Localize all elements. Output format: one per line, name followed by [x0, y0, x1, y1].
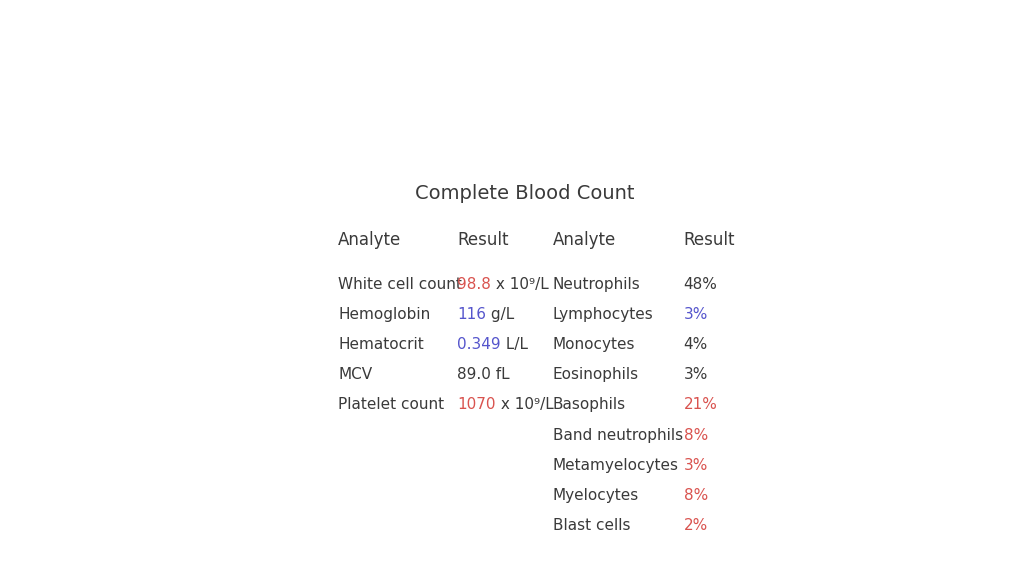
Text: MCV: MCV [338, 367, 373, 382]
Text: L/L: L/L [501, 337, 528, 352]
Text: 2%: 2% [684, 518, 708, 533]
Text: Complete Blood Count: Complete Blood Count [415, 184, 635, 203]
Text: Platelet count: Platelet count [338, 397, 444, 412]
Text: 0.349: 0.349 [458, 337, 501, 352]
Text: g/L: g/L [486, 307, 515, 322]
Text: 8%: 8% [684, 427, 708, 442]
Text: Eosinophils: Eosinophils [553, 367, 639, 382]
Text: x 10⁹/L: x 10⁹/L [496, 397, 554, 412]
Text: 1070: 1070 [458, 397, 496, 412]
Text: x 10⁹/L: x 10⁹/L [492, 276, 549, 291]
Text: 98.8: 98.8 [458, 276, 492, 291]
Text: 3%: 3% [684, 458, 708, 473]
Text: Analyte: Analyte [553, 231, 615, 249]
Text: Lymphocytes: Lymphocytes [553, 307, 653, 322]
Text: White cell count: White cell count [338, 276, 462, 291]
Text: 21%: 21% [684, 397, 718, 412]
Text: Neutrophils: Neutrophils [553, 276, 640, 291]
Text: 4%: 4% [684, 337, 708, 352]
Text: 3%: 3% [684, 307, 708, 322]
Text: Basophils: Basophils [553, 397, 626, 412]
Text: Myelocytes: Myelocytes [553, 488, 639, 503]
Text: Hemoglobin: Hemoglobin [338, 307, 430, 322]
Text: Result: Result [458, 231, 509, 249]
Text: Blast cells: Blast cells [553, 518, 630, 533]
Text: 3%: 3% [684, 367, 708, 382]
Text: Hematocrit: Hematocrit [338, 337, 424, 352]
Text: Metamyelocytes: Metamyelocytes [553, 458, 679, 473]
Text: 116: 116 [458, 307, 486, 322]
Text: 48%: 48% [684, 276, 718, 291]
Text: 89.0 fL: 89.0 fL [458, 367, 510, 382]
Text: Analyte: Analyte [338, 231, 401, 249]
Text: Result: Result [684, 231, 735, 249]
Text: 8%: 8% [684, 488, 708, 503]
Text: Band neutrophils: Band neutrophils [553, 427, 683, 442]
Text: Monocytes: Monocytes [553, 337, 635, 352]
